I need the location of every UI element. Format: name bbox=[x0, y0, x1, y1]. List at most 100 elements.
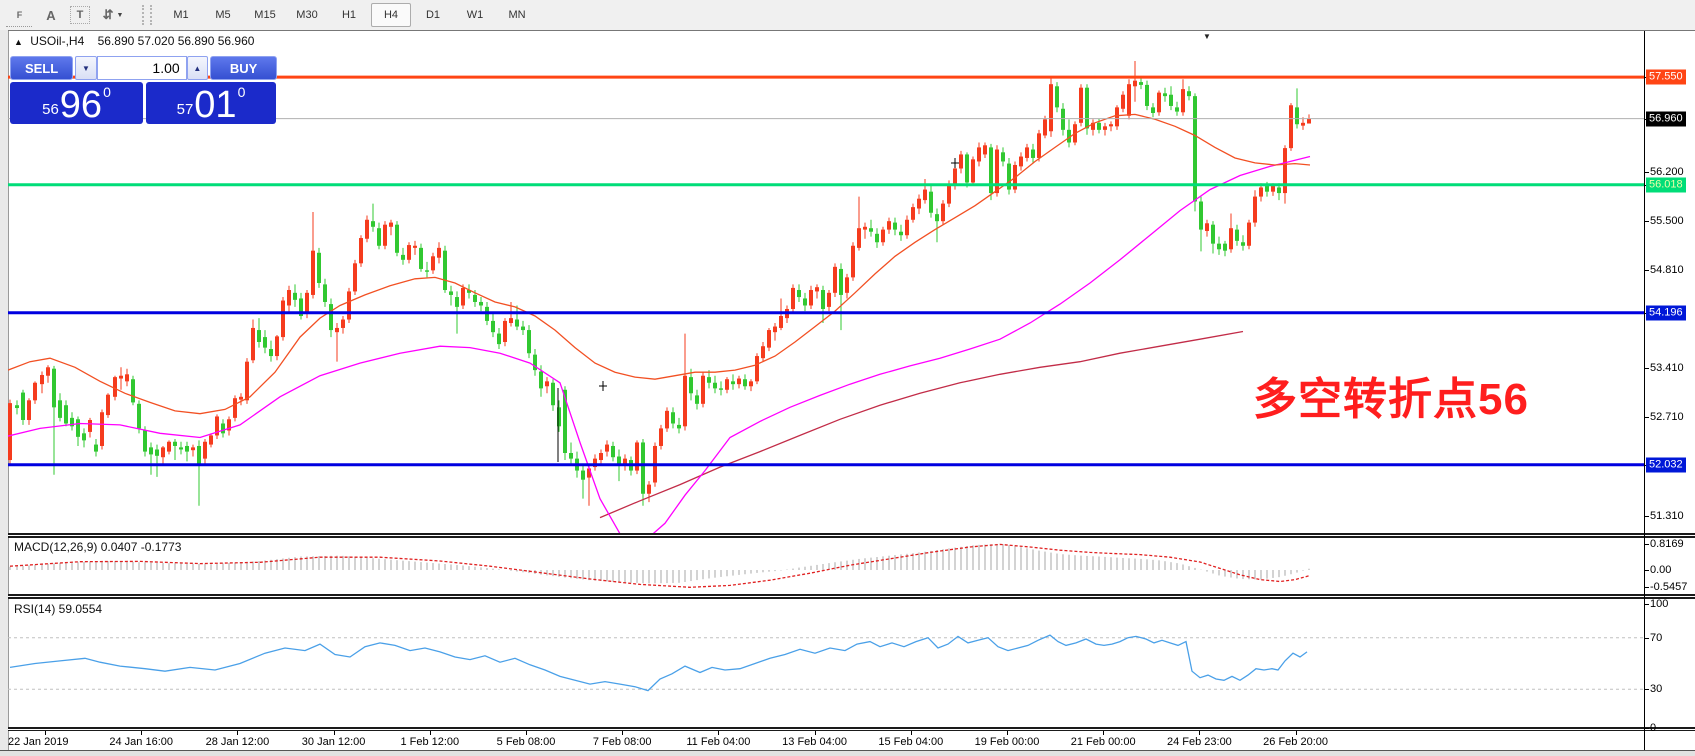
volume-increase-button[interactable]: ▲ bbox=[186, 56, 209, 80]
price-tick-dash bbox=[1644, 221, 1649, 223]
candle-down bbox=[70, 417, 74, 427]
candle-up bbox=[341, 319, 345, 328]
candle-down bbox=[989, 147, 993, 194]
sell-price-display[interactable]: 56 96 0 bbox=[10, 82, 143, 124]
sell-button[interactable]: SELL bbox=[10, 56, 74, 80]
candle-up bbox=[33, 382, 37, 401]
macd-panel-canvas[interactable] bbox=[8, 538, 1644, 594]
candle-down bbox=[221, 423, 225, 434]
candle-up bbox=[1301, 122, 1305, 126]
text-label-tool-icon[interactable]: A bbox=[38, 4, 64, 26]
timeframe-button-m15[interactable]: M15 bbox=[254, 9, 276, 21]
candle-down bbox=[707, 377, 711, 383]
candle-up bbox=[311, 250, 315, 295]
sell-price-big: 96 bbox=[59, 84, 103, 126]
toolbar-grip[interactable] bbox=[142, 5, 152, 25]
candle-up bbox=[779, 316, 783, 328]
candle-down bbox=[1055, 86, 1059, 108]
candle-down bbox=[1139, 82, 1143, 85]
candle-up bbox=[1247, 222, 1251, 246]
candle-down bbox=[839, 268, 843, 295]
candle-up bbox=[27, 400, 31, 420]
collapse-quote-arrow[interactable]: ▲ bbox=[14, 37, 23, 47]
timeframe-button-h1[interactable]: H1 bbox=[341, 9, 357, 21]
candle-down bbox=[1061, 108, 1065, 130]
candle-down bbox=[317, 252, 321, 283]
rsi-panel-canvas[interactable] bbox=[8, 599, 1644, 727]
candle-up bbox=[737, 378, 741, 385]
candle-down bbox=[1001, 152, 1005, 162]
candle-up bbox=[113, 377, 117, 397]
time-tick-label: 7 Feb 08:00 bbox=[592, 736, 652, 748]
candle-down bbox=[719, 388, 723, 390]
sell-price-sup: 0 bbox=[103, 84, 111, 100]
candle-up bbox=[659, 428, 663, 446]
candle-down bbox=[455, 297, 459, 307]
macd-tick-dash bbox=[1644, 587, 1649, 589]
timeframe-button-d1[interactable]: D1 bbox=[425, 9, 441, 21]
price-tick-dash bbox=[1644, 269, 1649, 271]
panel-separator-timeaxis[interactable] bbox=[8, 727, 1695, 731]
time-tick bbox=[429, 731, 431, 735]
candle-down bbox=[263, 337, 267, 348]
candle-down bbox=[713, 382, 717, 389]
candle-up bbox=[383, 224, 387, 246]
main-chart-canvas[interactable] bbox=[8, 45, 1644, 533]
candle-down bbox=[1163, 93, 1167, 97]
candle-up bbox=[1157, 92, 1161, 113]
candle-down bbox=[875, 233, 879, 243]
candle-up bbox=[389, 222, 393, 227]
candle-up bbox=[845, 277, 849, 293]
candle-up bbox=[1127, 84, 1131, 116]
candle-down bbox=[323, 284, 327, 302]
timeframe-button-m5[interactable]: M5 bbox=[215, 9, 231, 21]
chart-list-icon[interactable]: F bbox=[6, 4, 32, 27]
spin-down-icon: ▼ bbox=[81, 63, 90, 73]
candle-down bbox=[617, 456, 621, 464]
candle-up bbox=[953, 168, 957, 187]
time-tick-label: 19 Feb 00:00 bbox=[974, 736, 1040, 748]
price-tick-label: 54.810 bbox=[1650, 263, 1684, 276]
text-box-tool-icon[interactable]: T bbox=[70, 6, 90, 24]
candle-down bbox=[143, 430, 147, 452]
candle-down bbox=[1169, 94, 1173, 106]
macd-indicator-label: MACD(12,26,9) 0.0407 -0.1773 bbox=[14, 540, 182, 554]
candle-down bbox=[935, 214, 939, 222]
time-tick-label: 15 Feb 04:00 bbox=[878, 736, 944, 748]
candle-up bbox=[437, 247, 441, 258]
buy-button[interactable]: BUY bbox=[210, 56, 278, 80]
candle-down bbox=[689, 377, 693, 394]
rsi-tick-label: 100 bbox=[1650, 598, 1669, 610]
candle-down bbox=[491, 320, 495, 333]
timeframe-button-m30[interactable]: M30 bbox=[296, 9, 318, 21]
candle-down bbox=[58, 400, 62, 418]
candle-up bbox=[545, 381, 549, 387]
timeframe-button-mn[interactable]: MN bbox=[508, 9, 526, 21]
chart-shift-marker-icon[interactable]: ▼ bbox=[1203, 32, 1211, 41]
ohlc-values: 56.890 57.020 56.890 56.960 bbox=[97, 34, 255, 48]
volume-decrease-button[interactable]: ▼ bbox=[75, 56, 97, 80]
candle-up bbox=[215, 416, 219, 436]
candle-up bbox=[251, 327, 255, 361]
arrows-tool-icon[interactable]: ⇵ ▼ bbox=[96, 4, 130, 26]
time-tick-label: 30 Jan 12:00 bbox=[301, 736, 366, 748]
panel-separator-rsi[interactable] bbox=[8, 594, 1695, 599]
time-tick-label: 13 Feb 04:00 bbox=[782, 736, 848, 748]
candle-up bbox=[635, 442, 639, 471]
timeframe-button-m1[interactable]: M1 bbox=[173, 9, 189, 21]
candle-up bbox=[1229, 228, 1233, 250]
time-tick bbox=[237, 731, 239, 735]
candle-up bbox=[239, 396, 243, 400]
buy-price-display[interactable]: 57 01 0 bbox=[146, 82, 276, 124]
candle-up bbox=[503, 320, 507, 343]
candle-up bbox=[857, 228, 861, 248]
volume-input[interactable] bbox=[96, 56, 187, 80]
candle-up bbox=[1103, 126, 1107, 130]
candle-up bbox=[106, 394, 110, 416]
panel-separator-macd[interactable] bbox=[8, 533, 1695, 538]
timeframe-button-w1[interactable]: W1 bbox=[466, 9, 484, 21]
rsi-tick-label: 70 bbox=[1650, 631, 1663, 644]
timeframe-button-h4[interactable]: H4 bbox=[371, 3, 411, 27]
candle-up bbox=[359, 238, 363, 264]
candle-up bbox=[593, 458, 597, 468]
